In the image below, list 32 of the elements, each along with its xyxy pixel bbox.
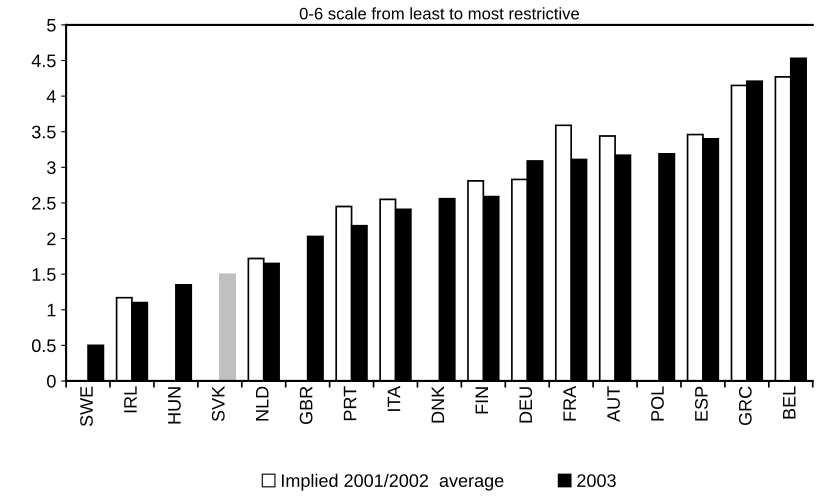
legend-label: Implied 2001/2002 average (282, 474, 504, 491)
x-tick-label: DNK (432, 386, 444, 422)
x-tick-label: PRT (344, 386, 356, 420)
x-tick-label: SVK (212, 386, 225, 422)
x-tick-label: DEU (520, 387, 532, 422)
x-tick-label: NLD (256, 386, 268, 420)
y-tick-label: 2 (47, 232, 56, 246)
y-tick-label: 3.5 (32, 126, 56, 138)
y-tick-label: 2.5 (32, 196, 56, 210)
legend-label: 2003 (577, 474, 616, 488)
x-tick-label: SWE (80, 386, 93, 426)
y-tick-label: 0.5 (32, 339, 56, 352)
y-tick-label: 4.5 (32, 54, 56, 68)
x-tick-label: ITA (388, 386, 400, 411)
chart-title: 0-6 scale from least to most restrictive (300, 7, 580, 20)
x-tick-label: GRC (738, 386, 752, 426)
x-tick-label: GBR (300, 386, 313, 424)
x-tick-label: BEL (783, 386, 796, 418)
x-tick-label: POL (651, 386, 664, 420)
y-tick-label: 4 (46, 90, 56, 103)
x-tick-label: IRL (124, 386, 137, 412)
x-tick-label: HUN (168, 387, 181, 424)
y-tick-label: 1 (48, 304, 56, 316)
y-tick-label: 0 (47, 374, 56, 388)
x-tick-label: AUT (607, 386, 620, 422)
y-tick-label: 5 (47, 19, 56, 32)
y-tick-label: 3 (47, 161, 56, 174)
x-tick-label: FRA (563, 386, 576, 420)
x-tick-label: FIN (476, 387, 488, 414)
x-tick-label: ESP (694, 386, 708, 420)
bar (218, 273, 236, 381)
y-tick-label: 1.5 (32, 268, 56, 281)
